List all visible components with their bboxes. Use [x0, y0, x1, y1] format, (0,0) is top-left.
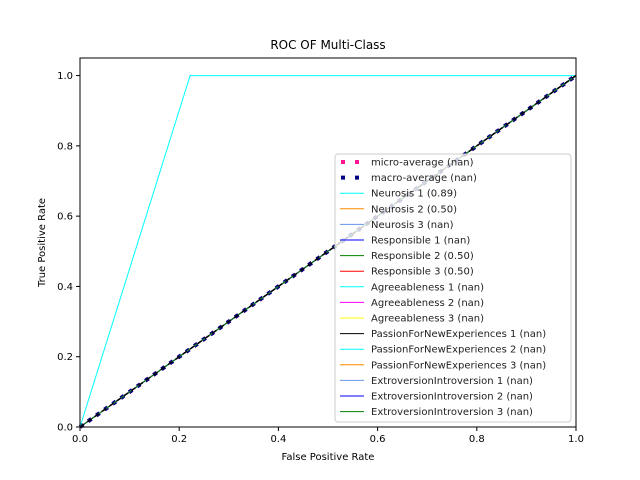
plot-frame [79, 57, 577, 428]
legend-box [334, 153, 572, 423]
legend-label: macro-average (nan) [371, 173, 477, 184]
x-tick-label: 0.6 [370, 434, 386, 445]
legend-label: Agreeableness 2 (nan) [371, 298, 484, 309]
legend-label: Neurosis 1 (0.89) [371, 189, 457, 200]
legend-label: Responsible 1 (nan) [371, 236, 470, 247]
x-tick-label: 0.4 [270, 434, 286, 445]
legend-label: ExtroversionIntroversion 3 (nan) [371, 407, 533, 418]
legend-label: Neurosis 3 (nan) [371, 220, 454, 231]
series-line-2 [79, 75, 576, 428]
legend-label: Responsible 3 (0.50) [371, 267, 474, 278]
legend-items: micro-average (nan) macro-average (nan) Ne… [340, 158, 546, 418]
legend-label: Agreeableness 1 (nan) [371, 282, 484, 293]
x-axis-ticks: 0.0 0.2 0.4 0.6 0.8 1.0 [72, 427, 584, 445]
x-tick-label: 0.2 [171, 434, 187, 445]
chart-title: ROC OF Multi-Class [270, 38, 385, 52]
y-tick-label: 0.6 [57, 212, 73, 223]
x-tick-label: 0.0 [72, 434, 88, 445]
y-tick-label: 0.4 [57, 282, 73, 293]
legend: micro-average (nan) macro-average (nan) Ne… [334, 153, 572, 423]
series-line-17 [79, 74, 577, 428]
x-tick-label: 1.0 [568, 434, 584, 445]
y-tick-label: 1.0 [57, 71, 73, 82]
y-axis-ticks: 0.0 0.2 0.4 0.6 0.8 1.0 [57, 71, 80, 434]
legend-label: Neurosis 2 (0.50) [371, 204, 457, 215]
x-axis-label: False Positive Rate [282, 452, 375, 463]
legend-label: ExtroversionIntroversion 1 (nan) [371, 376, 533, 387]
y-axis-label: True Positive Rate [37, 198, 48, 288]
y-tick-label: 0.8 [57, 141, 73, 152]
legend-label: ExtroversionIntroversion 2 (nan) [371, 392, 533, 403]
legend-label: Agreeableness 3 (nan) [371, 314, 484, 325]
y-tick-label: 0.2 [57, 352, 73, 363]
plot-lines [78, 73, 578, 429]
legend-label: PassionForNewExperiences 2 (nan) [371, 345, 546, 356]
legend-label: PassionForNewExperiences 1 (nan) [371, 329, 546, 340]
legend-label: Responsible 2 (0.50) [371, 251, 474, 262]
x-tick-label: 0.8 [469, 434, 485, 445]
legend-label: micro-average (nan) [371, 158, 474, 169]
legend-label: PassionForNewExperiences 3 (nan) [371, 360, 546, 371]
y-tick-label: 0.0 [57, 423, 73, 434]
